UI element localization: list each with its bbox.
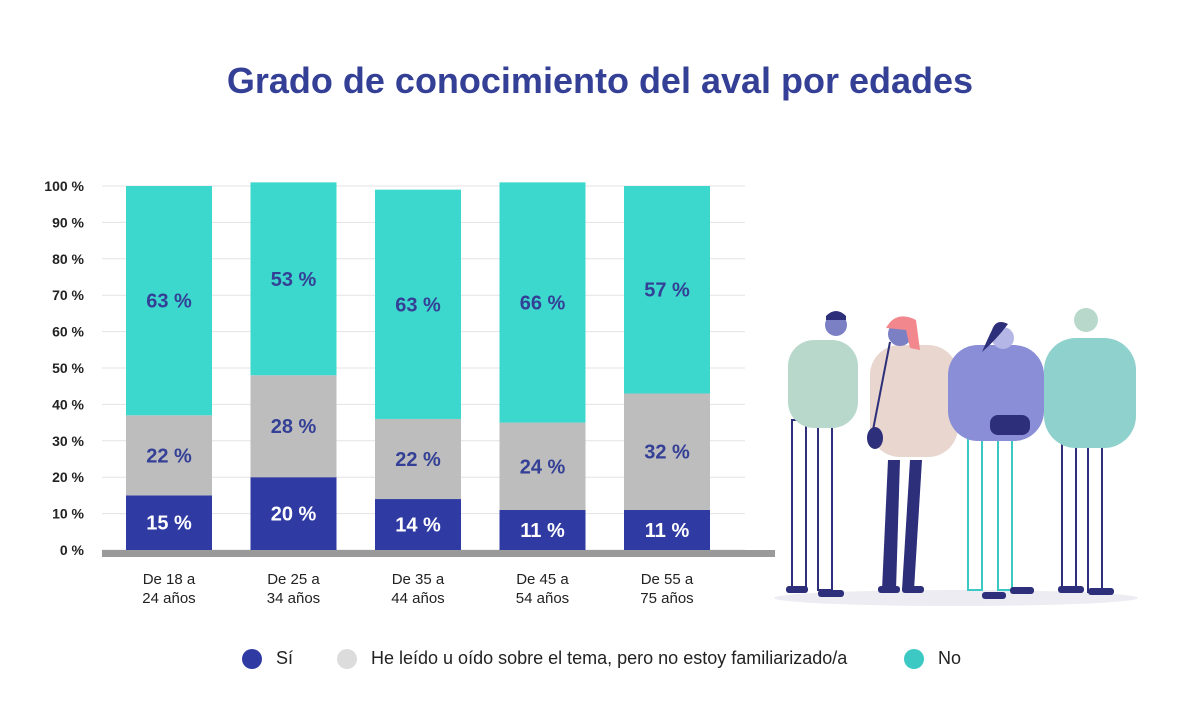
legend-swatch-no (904, 648, 924, 669)
chart-title: Grado de conocimiento del aval por edade… (226, 60, 974, 101)
x-tick-label: De 18 a (143, 571, 196, 588)
y-tick-label: 30 % (52, 433, 84, 449)
bar-segment (250, 375, 337, 478)
y-tick-label: 50 % (52, 360, 84, 376)
bar-segment (250, 477, 337, 550)
people-illustration (774, 308, 1138, 606)
legend-item-si: Sí (242, 648, 293, 669)
x-axis-baseline (102, 550, 775, 557)
person-3 (948, 322, 1044, 599)
data-label: 22 % (395, 449, 441, 471)
data-label: 28 % (271, 416, 317, 438)
data-label: 63 % (395, 294, 441, 316)
data-label: 57 % (644, 280, 690, 302)
data-label: 24 % (520, 456, 566, 478)
bar-segment (499, 182, 586, 423)
bar-segment (250, 182, 337, 376)
legend: Sí He leído u oído sobre el tema, pero n… (0, 648, 1200, 678)
y-tick-label: 90 % (52, 214, 84, 230)
x-tick-label: 24 años (142, 590, 195, 607)
data-label: 15 % (146, 513, 192, 535)
bar-segment (375, 418, 461, 500)
y-tick-label: 0 % (60, 542, 85, 558)
data-label: 32 % (644, 442, 690, 464)
legend-label-si: Sí (276, 648, 294, 668)
data-label: 11 % (645, 520, 690, 542)
y-tick-label: 80 % (52, 251, 84, 267)
bar-segment (126, 415, 212, 496)
bar-segment (624, 509, 710, 550)
y-tick-label: 20 % (52, 469, 84, 485)
y-tick-label: 100 % (44, 178, 84, 194)
y-tick-label: 60 % (52, 324, 84, 340)
legend-label-no: No (938, 648, 962, 668)
x-tick-label: De 45 a (516, 571, 569, 588)
x-tick-label: De 25 a (267, 571, 320, 588)
bar-segment (126, 186, 212, 416)
data-label: 53 % (271, 269, 317, 291)
y-tick-label: 40 % (52, 396, 84, 412)
bar-segment (375, 189, 461, 419)
y-tick-label: 70 % (52, 287, 84, 303)
bar-segment (126, 495, 212, 550)
x-tick-label: 44 años (391, 590, 444, 607)
x-tick-label: 75 años (640, 590, 693, 607)
legend-label-familiarizado: He leído u oído sobre el tema, pero no e… (371, 648, 848, 668)
data-label: 66 % (520, 292, 566, 314)
person-2 (867, 316, 958, 593)
y-tick-label: 10 % (52, 506, 84, 522)
person-4 (1044, 308, 1136, 595)
data-label: 11 % (520, 520, 565, 542)
bar-segment (624, 393, 710, 510)
data-label: 22 % (146, 445, 192, 467)
bar-segment (499, 422, 586, 510)
x-tick-label: 34 años (267, 590, 320, 607)
person-1 (786, 311, 858, 597)
x-tick-label: De 35 a (392, 571, 445, 588)
data-label: 63 % (146, 291, 192, 313)
legend-item-familiarizado: He leído u oído sobre el tema, pero no e… (337, 648, 847, 669)
x-tick-label: De 55 a (641, 571, 694, 588)
data-label: 14 % (395, 515, 441, 537)
bar-segment (375, 499, 461, 550)
legend-swatch-si (242, 648, 262, 669)
bar-segment (499, 509, 586, 550)
stacked-bar-chart: 0 % 10 % 20 % 30 % 40 % 50 % 60 % 70 % 80 % 90 % 1… (44, 178, 775, 607)
x-tick-label: 54 años (516, 590, 569, 607)
data-label: 20 % (271, 504, 317, 526)
legend-item-no: No (904, 648, 961, 669)
legend-swatch-familiarizado (337, 648, 357, 669)
bar-segment (624, 186, 710, 394)
